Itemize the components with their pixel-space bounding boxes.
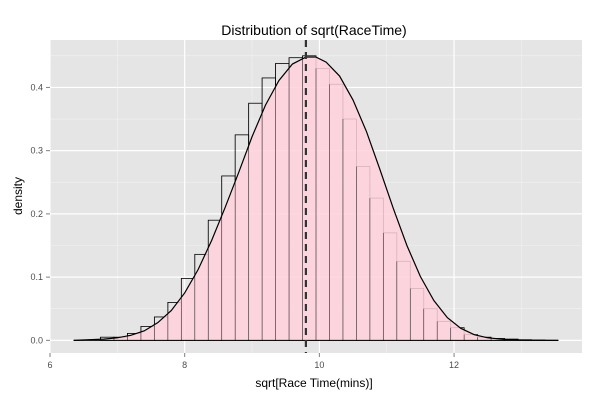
- x-tick-label: 10: [314, 360, 324, 370]
- x-tick-label: 8: [182, 360, 187, 370]
- y-axis-ticks: 0.0 0.1 0.2 0.3 0.4: [30, 82, 50, 345]
- y-tick-label: 0.2: [30, 209, 43, 219]
- y-tick-label: 0.3: [30, 146, 43, 156]
- density-curve-layer: [73, 55, 559, 341]
- x-tick-label: 12: [449, 360, 459, 370]
- y-tick-label: 0.0: [30, 335, 43, 345]
- x-axis-label: sqrt[Race Time(mins)]: [255, 376, 372, 390]
- density-curve: [73, 56, 559, 341]
- y-tick-label: 0.4: [30, 82, 43, 92]
- y-axis-label: density: [11, 177, 25, 215]
- y-tick-label: 0.1: [30, 272, 43, 282]
- chart-title: Distribution of sqrt(RaceTime): [221, 22, 406, 38]
- x-tick-label: 6: [47, 360, 52, 370]
- x-axis-ticks: 6 8 10 12: [47, 353, 459, 370]
